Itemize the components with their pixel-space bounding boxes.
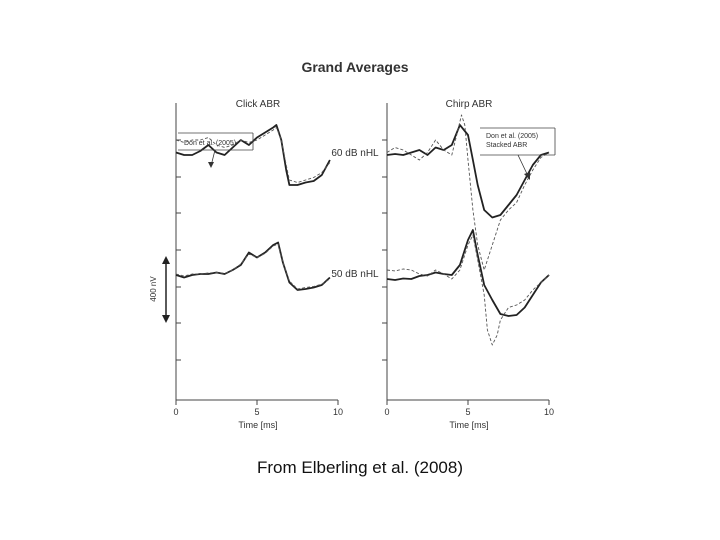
level-label-60: 60 dB nHL xyxy=(331,148,379,159)
x-tick-label: 0 xyxy=(384,407,389,417)
click-y-ticks xyxy=(176,139,181,361)
x-tick-label: 0 xyxy=(173,407,178,417)
series-solid-60-db-nhl xyxy=(386,124,550,219)
click-abr-panel: Click ABR 0 5 10 Time [ms] Don et al. (200… xyxy=(173,99,343,430)
scale-bar: 400 nV xyxy=(149,256,170,323)
series-dashed-60-db-nhl xyxy=(386,114,550,271)
click-x-label: Time [ms] xyxy=(238,420,277,430)
x-tick-label: 10 xyxy=(333,407,343,417)
figure-title: Grand Averages xyxy=(301,59,408,75)
series-solid-50-db-nhl xyxy=(175,241,331,291)
chirp-legend-text: Don et al. (2005) Stacked ABR xyxy=(486,133,538,149)
x-tick-label: 5 xyxy=(465,407,470,417)
series-dashed-50-db-nhl xyxy=(386,234,550,346)
x-tick-label: 5 xyxy=(254,407,259,417)
series-dashed-50-db-nhl xyxy=(175,243,331,290)
level-label-50: 50 dB nHL xyxy=(331,269,379,280)
click-legend-text: Don et al. (2005) xyxy=(184,140,236,147)
scale-bar-label: 400 nV xyxy=(149,276,158,302)
chirp-curves xyxy=(386,114,550,346)
x-tick-label: 10 xyxy=(544,407,554,417)
series-solid-50-db-nhl xyxy=(386,229,550,317)
click-abr-title: Click ABR xyxy=(236,99,280,110)
chirp-abr-panel: Chirp ABR 0 5 10 Time [ms] Don et al. (200… xyxy=(382,99,556,430)
chirp-x-label: Time [ms] xyxy=(449,420,488,430)
chirp-legend: Don et al. (2005) Stacked ABR xyxy=(480,127,556,180)
series-solid-60-db-nhl xyxy=(175,124,331,186)
chirp-y-ticks xyxy=(382,139,387,361)
series-dashed-60-db-nhl xyxy=(175,127,331,183)
click-legend: Don et al. (2005) xyxy=(178,132,254,168)
click-curves xyxy=(175,124,331,291)
chirp-abr-title: Chirp ABR xyxy=(446,99,493,110)
figure-caption: From Elberling et al. (2008) xyxy=(257,458,463,477)
chirp-legend-arrow xyxy=(517,154,529,177)
chirp-x-ticks: 0 5 10 xyxy=(384,400,554,417)
click-x-ticks: 0 5 10 xyxy=(173,400,343,417)
